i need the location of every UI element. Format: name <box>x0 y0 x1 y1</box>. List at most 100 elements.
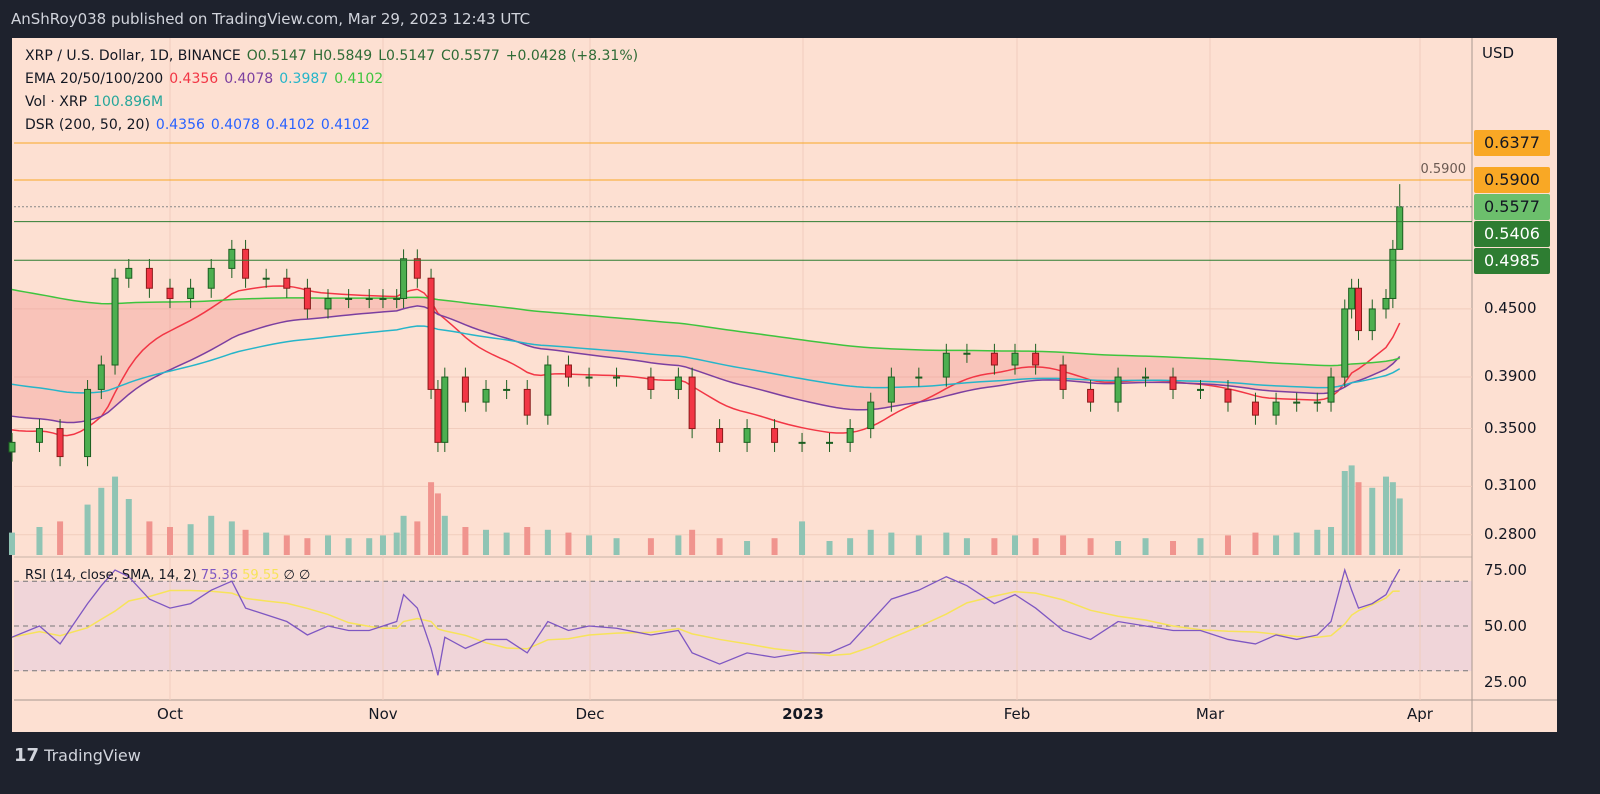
candle <box>393 297 401 300</box>
symbol-title[interactable]: XRP / U.S. Dollar, 1D, BINANCE <box>25 48 241 64</box>
volume-bar <box>187 524 194 555</box>
candle <box>1251 401 1259 416</box>
volume-bar <box>1355 482 1362 555</box>
candle <box>942 352 950 378</box>
volume-bar <box>524 527 531 555</box>
volume-bar <box>991 538 998 555</box>
candle <box>585 376 593 379</box>
candle <box>846 428 854 443</box>
rsi-line <box>11 567 1401 676</box>
candle <box>461 376 469 403</box>
candle <box>674 376 682 390</box>
time-tick: 2023 <box>782 705 824 723</box>
chart-legend: XRP / U.S. Dollar, 1D, BINANCE O0.5147 H0.… <box>25 45 644 137</box>
candle <box>826 441 834 444</box>
rsi-value: 75.36 <box>200 568 239 583</box>
volume-bar <box>915 535 922 555</box>
volume-bar <box>1224 535 1231 555</box>
candle <box>1327 376 1335 403</box>
candle <box>1389 248 1397 299</box>
candle <box>84 388 92 458</box>
candle <box>1059 364 1067 390</box>
currency-label[interactable]: USD <box>1482 44 1515 62</box>
time-tick: Feb <box>1003 705 1031 723</box>
candle <box>915 376 923 379</box>
volume-bar <box>8 532 15 555</box>
publish-info: AnShRoy038 published on TradingView.com,… <box>11 10 531 28</box>
time-tick: Mar <box>1195 705 1225 723</box>
candle <box>97 364 105 390</box>
ohlc-high: H0.5849 <box>312 48 373 64</box>
volume-bar <box>393 532 400 555</box>
dsr-value-2: 0.4078 <box>210 117 260 133</box>
ohlc-change: +0.0428 (+8.31%) <box>505 48 639 64</box>
volume-bar <box>888 532 895 555</box>
candle <box>324 297 332 310</box>
candle <box>1348 287 1356 310</box>
tradingview-logo: 𝟭𝟳 TradingView <box>14 745 141 766</box>
volume-bar <box>304 538 311 555</box>
volume-bar <box>208 515 215 555</box>
volume-bar <box>565 532 572 555</box>
volume-bar <box>400 515 407 555</box>
candle <box>303 287 311 310</box>
volume-bar <box>1382 476 1389 555</box>
candle <box>365 297 373 300</box>
ema-label[interactable]: EMA 20/50/100/200 <box>25 71 164 87</box>
candle <box>1382 297 1390 310</box>
candle <box>379 297 387 300</box>
ema20-line <box>11 285 1401 437</box>
rsi-label[interactable]: RSI (14, close, SMA, 14, 2) <box>25 568 197 583</box>
rsi-empty-1: ∅ <box>283 568 295 583</box>
dsr-value-3: 0.4102 <box>265 117 315 133</box>
volume-bar <box>689 529 696 555</box>
volume-bar <box>503 532 510 555</box>
volume-bar <box>1252 532 1259 555</box>
ema20-value: 0.4356 <box>169 71 219 87</box>
ema50-value: 0.4078 <box>224 71 274 87</box>
dsr-label[interactable]: DSR (200, 50, 20) <box>25 117 150 133</box>
price-tag: 0.5577 <box>1474 194 1550 220</box>
time-tick: Dec <box>575 705 605 723</box>
candle <box>1313 401 1321 404</box>
candle <box>1011 352 1019 366</box>
volume-bar <box>1389 482 1396 555</box>
price-tag: 0.6377 <box>1474 129 1550 156</box>
volume-bar <box>826 541 833 555</box>
candle <box>125 267 133 279</box>
candle <box>1396 206 1404 250</box>
time-tick: Nov <box>368 705 398 723</box>
vol-label[interactable]: Vol · XRP <box>25 94 88 110</box>
candle <box>887 376 895 403</box>
volume-bar <box>1170 541 1177 555</box>
volume-bar <box>1060 535 1067 555</box>
volume-bar <box>544 529 551 555</box>
ema100-line <box>11 325 1401 394</box>
price-tick: 0.5900 <box>1420 162 1467 177</box>
candle <box>35 428 43 443</box>
candle <box>187 287 195 299</box>
volume-bar <box>1396 498 1403 555</box>
volume-bar <box>146 521 153 555</box>
volume-bar <box>867 529 874 555</box>
price-tag: 0.5900 <box>1474 167 1550 193</box>
volume-bar <box>963 538 970 555</box>
volume-bar <box>1314 529 1321 555</box>
candle <box>503 388 511 391</box>
vol-value: 100.896M <box>93 94 164 110</box>
candle <box>242 248 250 279</box>
time-tick: Oct <box>157 705 183 723</box>
candle <box>688 376 696 430</box>
volume-bar <box>1142 538 1149 555</box>
candle <box>564 364 572 378</box>
volume-bar <box>428 482 435 555</box>
candle <box>8 441 16 453</box>
candle <box>1224 388 1232 403</box>
price-tick: 0.2800 <box>1484 524 1537 543</box>
ema50-line <box>11 305 1401 424</box>
volume-bar <box>462 527 469 555</box>
volume-bar <box>1341 471 1348 555</box>
candle <box>427 277 435 390</box>
volume-bar <box>1348 465 1355 555</box>
